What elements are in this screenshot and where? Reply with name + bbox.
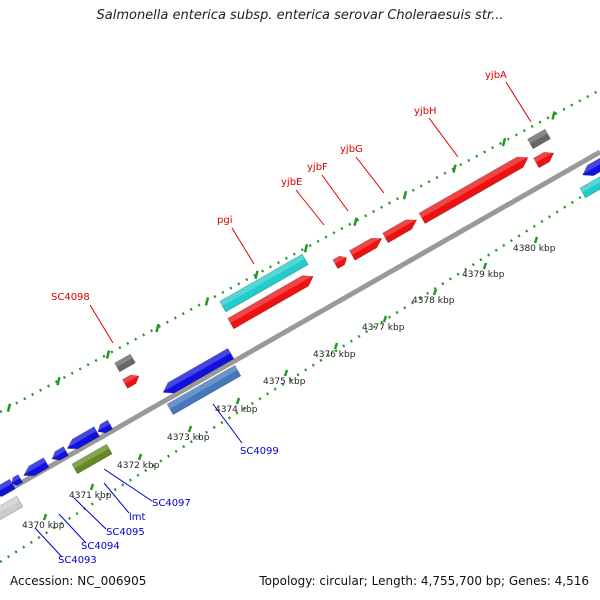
scale-tick xyxy=(6,403,12,413)
gene-label-sc4097[interactable]: SC4097 xyxy=(152,498,191,509)
scale-ticks xyxy=(6,111,556,521)
gene-label-yjba[interactable]: yjbA xyxy=(485,70,507,81)
scale-label: 4374 kbp xyxy=(215,405,258,415)
gene-yjba-cds[interactable] xyxy=(533,148,557,169)
label-leader xyxy=(89,304,114,344)
scale-tick xyxy=(551,111,556,120)
label-leader xyxy=(295,189,325,226)
label-leader xyxy=(34,527,63,558)
scale-label: 4372 kbp xyxy=(117,461,160,471)
backbone xyxy=(0,149,600,498)
gene-label-sc4095[interactable]: SC4095 xyxy=(106,527,145,538)
gene-sc4093[interactable] xyxy=(0,478,16,500)
label-leader xyxy=(103,482,130,514)
gene-sc4096[interactable] xyxy=(95,419,114,436)
scale-tick xyxy=(105,350,111,359)
gene-label-sc4098[interactable]: SC4098 xyxy=(51,292,90,303)
gene-sc4098-other[interactable] xyxy=(114,353,136,373)
gene-features xyxy=(0,128,600,525)
gene-yjba-other[interactable] xyxy=(527,128,551,150)
scale-label: 4370 kbp xyxy=(22,521,65,531)
gene-label-yjbf[interactable]: yjbF xyxy=(307,162,328,173)
gene-yjbf[interactable] xyxy=(348,234,385,261)
scale-tick xyxy=(204,297,210,306)
gene-sc4099[interactable] xyxy=(160,347,235,397)
scale-tick xyxy=(432,288,438,296)
labels: 4370 kbp 4371 kbp 4372 kbp 4373 kbp 4374 kbp… xyxy=(22,70,556,566)
gene-sc4099-rna[interactable] xyxy=(166,364,242,416)
label-leader xyxy=(212,403,243,444)
gene-label-lmt[interactable]: lmt xyxy=(129,512,146,523)
gene-yjbg[interactable] xyxy=(382,215,420,244)
accession-text: Accession: NC_006905 xyxy=(10,574,147,588)
gene-small[interactable] xyxy=(9,474,24,488)
scale-label: 4379 kbp xyxy=(462,270,505,280)
label-leader xyxy=(73,497,107,530)
gene-sc4093-other[interactable] xyxy=(0,495,24,525)
gene-label-sc4094[interactable]: SC4094 xyxy=(81,541,120,552)
label-leader xyxy=(428,117,459,158)
gene-sc4098-cds[interactable] xyxy=(122,372,142,389)
label-leader xyxy=(355,156,385,194)
scale-label: 4376 kbp xyxy=(313,350,356,360)
scale-tick xyxy=(452,164,457,173)
label-leader xyxy=(505,81,532,123)
scale-tick xyxy=(235,397,241,405)
gene-pgi-rna[interactable] xyxy=(219,253,309,313)
scale-tick xyxy=(333,342,339,350)
gene-label-pgi[interactable]: pgi xyxy=(217,215,232,226)
scale-tick xyxy=(303,244,309,253)
gene-yjbh[interactable] xyxy=(418,152,531,225)
gene-label-yjbh[interactable]: yjbH xyxy=(414,106,437,117)
scale-tick xyxy=(137,453,143,461)
label-leader xyxy=(321,174,349,212)
gene-right-edge-rna[interactable] xyxy=(579,167,600,199)
lower-dotted-track xyxy=(0,183,600,564)
topology-text: Topology: circular; Length: 4,755,700 bp… xyxy=(259,574,589,588)
gene-label-sc4093[interactable]: SC4093 xyxy=(58,555,97,566)
scale-label: 4373 kbp xyxy=(167,433,210,443)
gene-label-yjbg[interactable]: yjbG xyxy=(340,144,363,155)
gene-label-yjbe[interactable]: yjbE xyxy=(281,177,302,188)
scale-tick xyxy=(382,315,388,323)
scale-tick xyxy=(402,190,408,200)
scale-tick xyxy=(187,425,193,433)
scale-label: 4380 kbp xyxy=(513,244,556,254)
scale-tick xyxy=(42,513,48,521)
label-leaders xyxy=(34,81,532,558)
scale-tick xyxy=(254,270,259,280)
gene-label-sc4099[interactable]: SC4099 xyxy=(240,446,279,457)
scale-tick xyxy=(89,483,95,491)
gene-pgi-cds[interactable] xyxy=(227,271,316,330)
scale-tick xyxy=(56,376,61,386)
scale-tick xyxy=(501,137,507,147)
scale-tick xyxy=(155,323,160,333)
gene-lmt[interactable] xyxy=(65,426,101,453)
label-leader xyxy=(103,468,153,502)
scale-label: 4375 kbp xyxy=(263,377,306,387)
scale-tick xyxy=(482,262,488,270)
scale-label: 4378 kbp xyxy=(412,296,455,306)
scale-tick xyxy=(283,369,289,377)
upper-dotted-track xyxy=(0,88,600,414)
scale-tick xyxy=(353,217,358,227)
gene-sc4094[interactable] xyxy=(21,457,50,480)
scale-tick xyxy=(533,236,539,244)
scale-label: 4371 kbp xyxy=(69,491,112,501)
scale-label: 4377 kbp xyxy=(362,323,405,333)
map-title: Salmonella enterica subsp. enterica sero… xyxy=(96,8,504,23)
gene-sc4097[interactable] xyxy=(71,443,113,475)
gene-yjbe[interactable] xyxy=(332,253,349,270)
label-leader xyxy=(231,227,255,265)
label-leader xyxy=(58,513,87,544)
gene-sc4095[interactable] xyxy=(50,446,69,464)
